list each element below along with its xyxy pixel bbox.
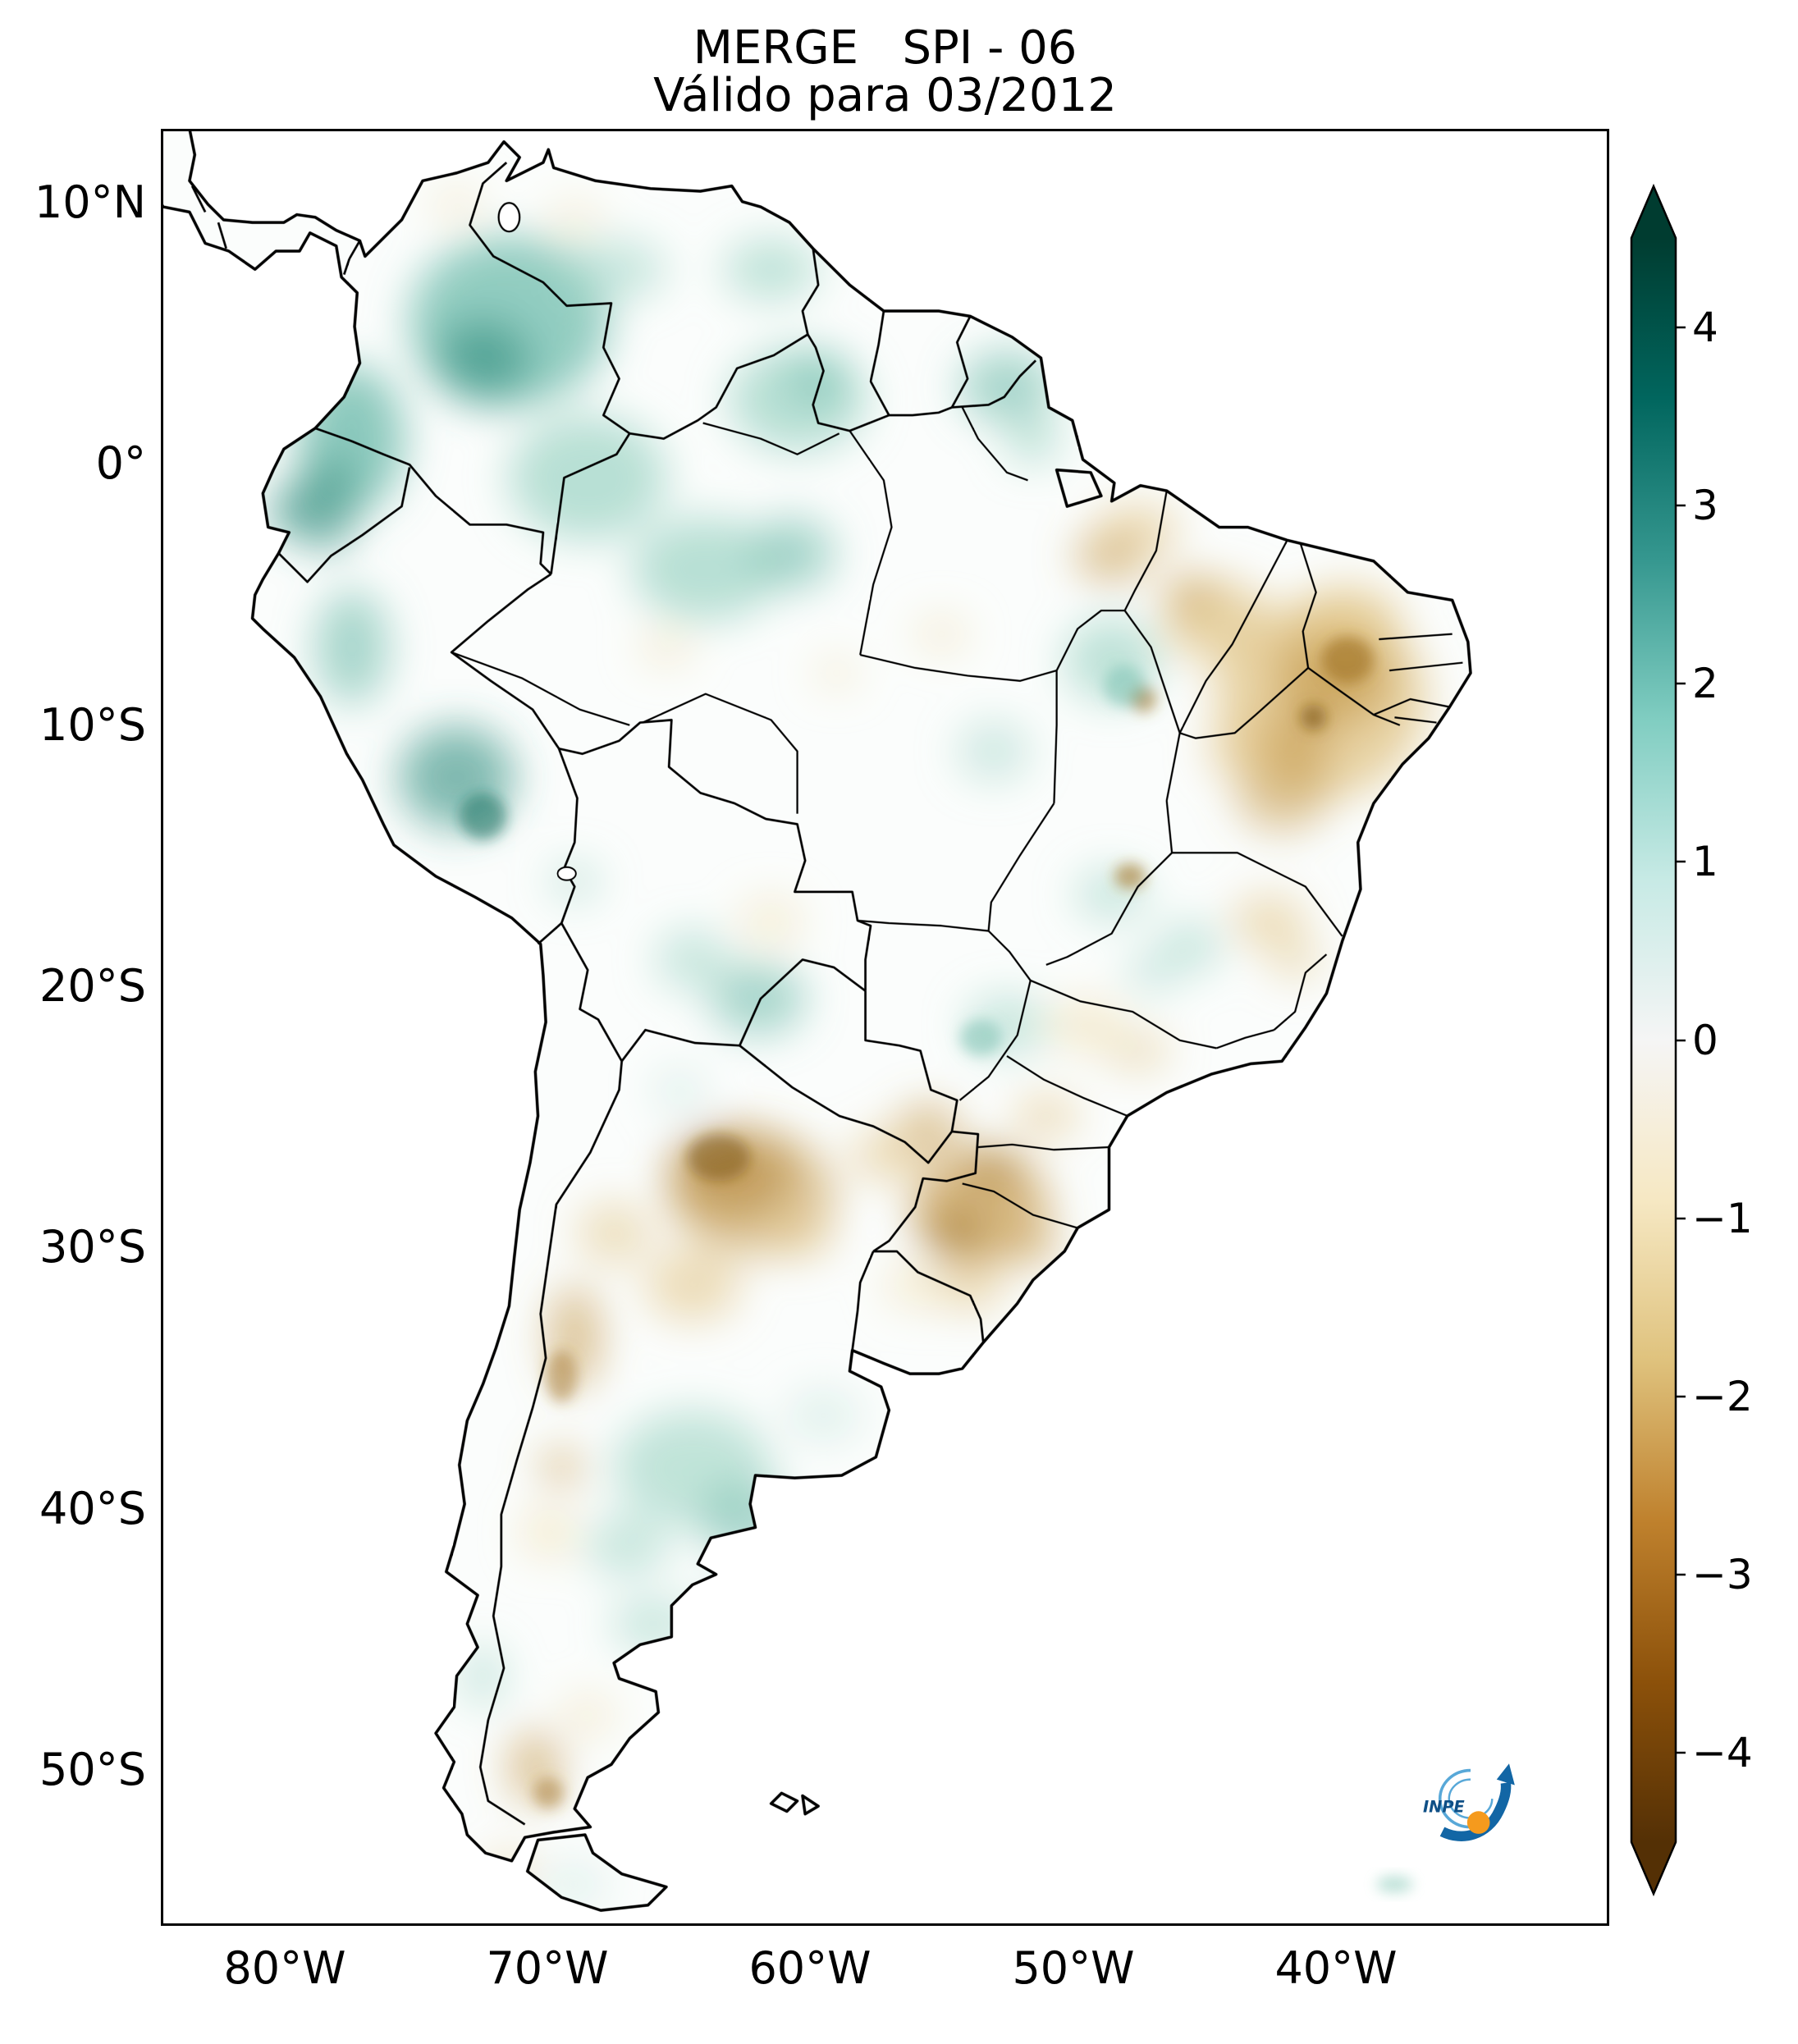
colorbar: [1630, 184, 1686, 1897]
inpe-logo-text: INPE: [1423, 1798, 1465, 1817]
inpe-logo-graphic: INPE: [1423, 1763, 1515, 1841]
inpe-swirl-inner-icon: [1448, 1778, 1494, 1819]
colorbar-tick-0: 0: [1692, 1017, 1718, 1064]
x-tick-label-60w: 60°W: [748, 1942, 872, 1994]
lakes: [497, 202, 577, 881]
y-tick-label-30s: 30°S: [39, 1221, 146, 1273]
x-tick-label-70w: 70°W: [486, 1942, 609, 1994]
y-tick-label-10s: 10°S: [39, 699, 146, 751]
spi-field: [163, 131, 1471, 1911]
state-borders: [451, 406, 1463, 1229]
inpe-dot-icon: [1466, 1811, 1490, 1834]
plot-title: MERGE SPI - 06 Válido para 03/2012: [161, 25, 1609, 120]
y-tick-label-10n: 10°N: [34, 176, 146, 228]
colorbar-gradient-bar: [1630, 184, 1677, 1897]
south-america-spi-map: [163, 131, 1472, 1912]
coastline: [163, 131, 1472, 1912]
x-tick-label-40w: 40°W: [1274, 1942, 1398, 1994]
colorbar-tick-3: 3: [1692, 482, 1718, 529]
colorbar-tick-m1: −1: [1692, 1195, 1753, 1242]
plot-title-line1: MERGE SPI - 06: [693, 21, 1077, 75]
colorbar-tick-m4: −4: [1692, 1729, 1753, 1776]
y-tick-label-40s: 40°S: [39, 1483, 146, 1534]
y-tick-label-0: 0°: [95, 437, 146, 489]
colorbar-tick-4: 4: [1692, 304, 1718, 351]
x-tick-label-50w: 50°W: [1012, 1942, 1135, 1994]
inpe-arrow-icon: [1439, 1781, 1512, 1841]
south-georgia-speck: [1376, 1876, 1413, 1892]
colorbar-tick-1: 1: [1692, 838, 1718, 885]
x-tick-label-80w: 80°W: [223, 1942, 346, 1994]
inpe-logo: INPE: [1407, 1757, 1535, 1852]
colorbar-tick-marks: [1676, 326, 1686, 1754]
y-tick-label-50s: 50°S: [39, 1744, 146, 1795]
colorbar-tick-m2: −2: [1692, 1373, 1753, 1420]
country-borders: [190, 162, 1037, 1826]
colorbar-tick-2: 2: [1692, 660, 1718, 707]
colorbar-tick-m3: −3: [1692, 1551, 1753, 1598]
plot-title-line2: Válido para 03/2012: [653, 69, 1117, 122]
map-frame: [161, 129, 1609, 1926]
inpe-arrowhead-icon: [1496, 1763, 1515, 1786]
y-tick-label-20s: 20°S: [39, 960, 146, 1012]
